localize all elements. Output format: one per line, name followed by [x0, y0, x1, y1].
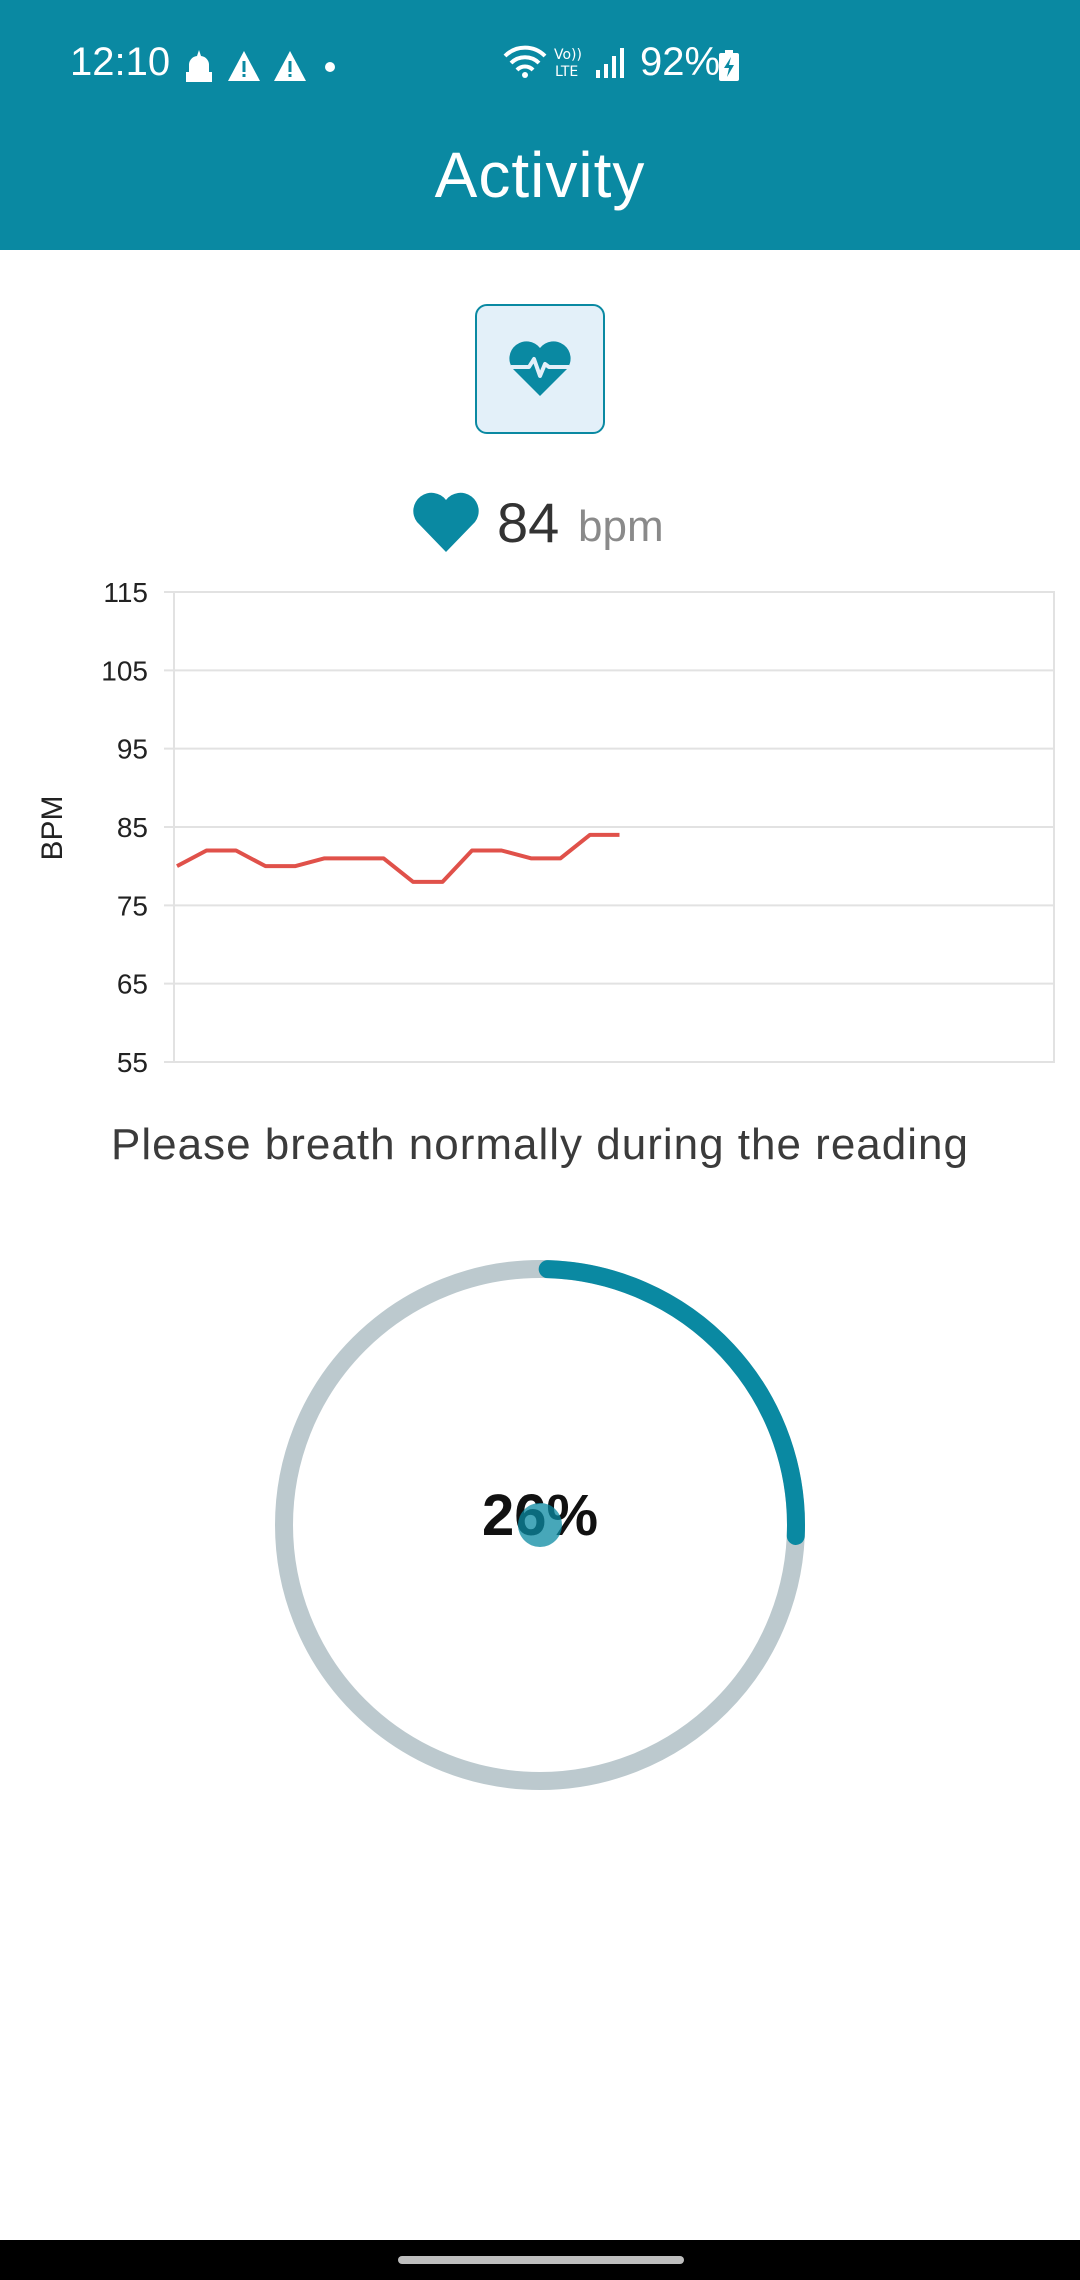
svg-text:Vo)): Vo)) — [554, 47, 582, 63]
y-tick-label: 85 — [117, 812, 148, 843]
battery-percent: 92% — [640, 40, 721, 84]
y-tick-label: 55 — [117, 1047, 148, 1078]
y-tick-label: 65 — [117, 969, 148, 1000]
heart-pulse-icon — [509, 341, 571, 396]
series-line — [176, 832, 620, 884]
status-left-icons — [182, 46, 342, 86]
volte-icon: Vo)) LTE — [554, 47, 582, 80]
battery-charging-icon — [719, 50, 739, 81]
mosque-icon — [186, 50, 212, 82]
heart-icon — [413, 492, 479, 552]
progress-indicator-dot — [518, 1503, 562, 1547]
home-gesture-handle[interactable] — [398, 2256, 684, 2264]
bpm-unit: bpm — [578, 502, 664, 551]
heart-rate-mode-button[interactable] — [475, 304, 605, 434]
progress-arc — [538, 1260, 805, 1545]
y-tick-label: 105 — [101, 655, 148, 686]
app-bar: 12:10 Vo)) LTE 92% — [0, 0, 1080, 250]
bpm-value: 84 — [497, 491, 560, 554]
y-axis-label: BPM — [36, 795, 69, 860]
warning-icon — [228, 51, 260, 81]
instruction-text: Please breath normally during the readin… — [111, 1120, 969, 1169]
y-tick-label: 75 — [117, 890, 148, 921]
warning-icon — [274, 51, 306, 81]
y-tick-label: 115 — [103, 577, 148, 608]
dot-icon — [325, 62, 335, 72]
svg-text:LTE: LTE — [555, 64, 578, 80]
progress-ring — [275, 1260, 805, 1790]
y-tick-label: 95 — [117, 734, 148, 765]
bpm-line-chart: BPM 115 105 95 85 75 65 55 — [36, 577, 1055, 1078]
signal-icon — [596, 48, 624, 78]
status-time: 12:10 — [70, 40, 171, 84]
page-title: Activity — [434, 139, 646, 211]
system-nav-bar — [0, 2240, 1080, 2280]
wifi-icon — [503, 45, 547, 78]
bpm-readout: 84 bpm — [0, 490, 1080, 560]
